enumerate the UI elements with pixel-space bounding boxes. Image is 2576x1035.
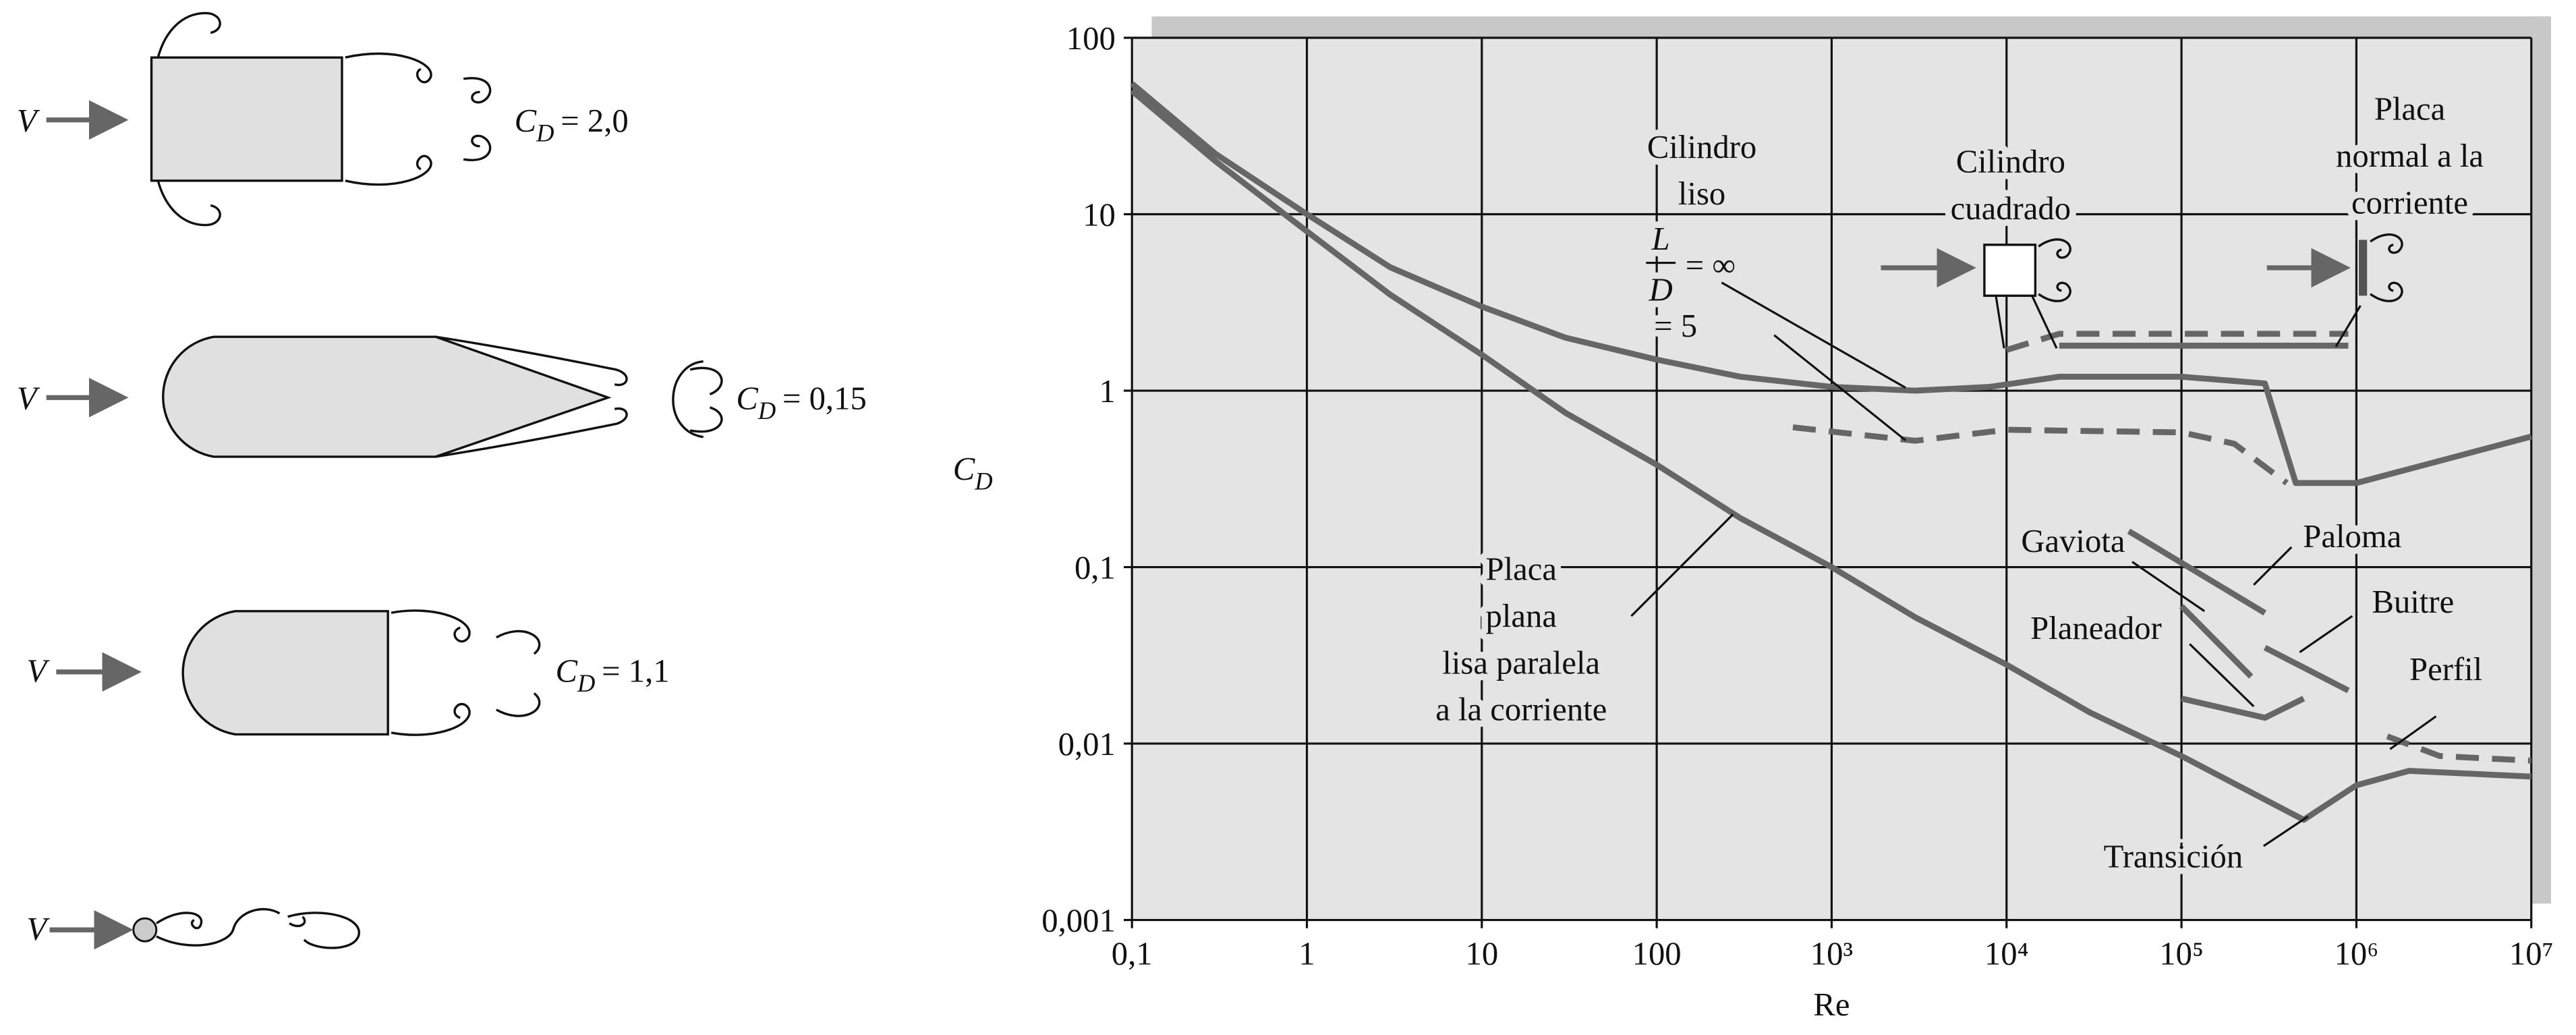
x-tick-label: 10 <box>1465 935 1498 972</box>
x-tick-label: 1 <box>1298 935 1315 972</box>
plot-shadow <box>1151 16 2551 40</box>
cd-label: CD = 1,1 <box>556 652 670 697</box>
diagram-round-nose: V CD = 1,1 <box>26 609 670 736</box>
annotation: Planeador <box>2030 610 2162 646</box>
fraction-denominator: D <box>1649 272 1673 308</box>
x-tick-label: 10⁷ <box>2509 935 2554 972</box>
y-tick-label: 100 <box>1066 20 1116 57</box>
series-group <box>1130 81 2532 823</box>
series-line <box>2127 528 2267 616</box>
annotation: Transición <box>2104 839 2243 875</box>
series-line <box>2005 331 2349 353</box>
x-tick-label: 10⁶ <box>2335 935 2379 972</box>
x-tick-label: 100 <box>1632 935 1682 972</box>
leaders <box>1630 281 2437 847</box>
annotation: Placa normal a la corriente <box>2336 91 2484 221</box>
velocity-label: V <box>17 103 40 139</box>
annotation: Placa plana lisa paralela a la corriente <box>1435 551 1607 728</box>
y-tick-label: 1 <box>1099 373 1115 410</box>
icon-square-cylinder <box>1881 238 2071 302</box>
icon-normal-plate <box>2266 233 2403 302</box>
x-tick-label: 10³ <box>1810 935 1853 972</box>
y-tick-label: 0,001 <box>1041 903 1116 939</box>
series-line <box>2386 733 2531 764</box>
velocity-label: V <box>26 911 50 947</box>
diagram-square: V CD = 2,0 <box>17 11 629 227</box>
series-line <box>2179 604 2254 679</box>
x-tick-label: 0,1 <box>1112 935 1153 972</box>
fraction-value: = ∞ <box>1686 247 1736 283</box>
cd-label: CD = 0,15 <box>736 380 866 424</box>
cd-label: CD = 2,0 <box>515 103 629 147</box>
y-axis-label: CD <box>953 451 993 495</box>
series-line <box>2263 644 2350 694</box>
annotation: Paloma <box>2303 518 2401 555</box>
y-tick-label: 0,01 <box>1058 726 1116 762</box>
annotations: Cilindro liso = 5 Cilindro cuadrado Placa norm… <box>1429 84 2490 881</box>
velocity-label: V <box>17 380 40 416</box>
y-tick-label: 10 <box>1083 197 1116 233</box>
x-axis-label: Re <box>1813 986 1850 1023</box>
series-line <box>1792 424 2289 486</box>
series-line <box>2181 696 2306 721</box>
velocity-label: V <box>26 652 50 689</box>
y-tick-label: 0,1 <box>1075 550 1116 586</box>
x-tick-label: 10⁵ <box>2159 935 2204 972</box>
annotation: = 5 <box>1654 308 1697 344</box>
annotation: Perfil <box>2409 651 2482 688</box>
x-tick-label: 10⁴ <box>1984 935 2029 972</box>
annotation: Cilindro cuadrado <box>1951 144 2071 227</box>
annotation: Gaviota <box>2021 523 2125 559</box>
series-line <box>1130 88 2531 823</box>
plot-shadow <box>2531 16 2551 904</box>
diagram-streamlined: V CD = 0,15 <box>17 335 867 458</box>
fraction-numerator: L <box>1651 221 1670 257</box>
annotation: Buitre <box>2372 584 2455 620</box>
annotation: Cilindro liso <box>1647 129 1756 212</box>
diagram-small-cylinder: V <box>26 907 360 950</box>
series-line <box>1130 81 2532 486</box>
